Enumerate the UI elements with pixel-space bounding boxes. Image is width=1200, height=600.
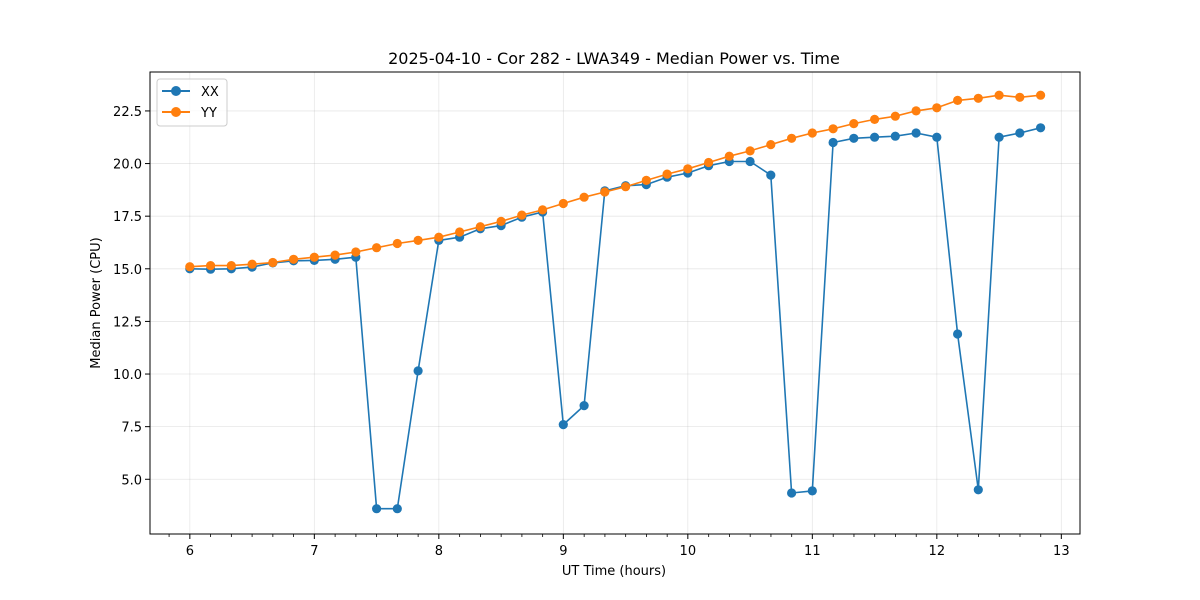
x-tick-label: 9 xyxy=(559,544,567,559)
x-tick-label: 7 xyxy=(310,544,318,559)
data-point-yy xyxy=(392,238,402,249)
data-point-xx xyxy=(828,137,838,148)
x-tick-label: 13 xyxy=(1053,544,1070,559)
data-point-xx xyxy=(807,486,817,496)
data-point-yy xyxy=(662,169,672,179)
data-point-yy xyxy=(206,261,216,271)
data-point-xx xyxy=(558,420,568,430)
data-point-xx xyxy=(932,132,942,142)
data-point-yy xyxy=(787,133,797,143)
data-point-xx xyxy=(973,485,983,495)
chart-title: 2025-04-10 - Cor 282 - LWA349 - Median P… xyxy=(388,49,840,68)
data-point-xx xyxy=(849,133,859,143)
data-point-yy xyxy=(579,192,589,202)
plot-frame xyxy=(149,71,1081,535)
x-tick-label: 6 xyxy=(186,544,194,559)
data-point-yy xyxy=(372,243,382,253)
data-point-yy xyxy=(558,198,568,209)
data-point-xx xyxy=(870,132,880,142)
data-point-xx xyxy=(890,131,900,141)
data-point-yy xyxy=(870,114,880,124)
series-layer xyxy=(185,90,1046,514)
data-point-yy xyxy=(932,103,942,113)
data-point-xx xyxy=(1036,123,1046,133)
data-point-xx xyxy=(953,329,963,339)
grid xyxy=(150,72,1080,534)
data-point-yy xyxy=(683,164,693,174)
x-axis: 6 7 8 9 10 11 12 13 xyxy=(168,534,1070,559)
data-point-yy xyxy=(745,146,755,156)
y-axis-label: Median Power (CPU) xyxy=(89,237,104,368)
data-point-yy xyxy=(973,93,983,103)
y-tick-label: 5.0 xyxy=(121,473,142,488)
x-tick-label: 11 xyxy=(804,544,821,559)
data-point-yy xyxy=(185,262,195,272)
data-point-xx xyxy=(787,488,797,498)
data-point-yy xyxy=(890,111,900,121)
legend-label-xx: XX xyxy=(201,85,219,100)
data-point-xx xyxy=(911,128,921,138)
data-point-xx xyxy=(372,504,382,514)
data-point-yy xyxy=(1015,92,1025,102)
y-tick-label: 7.5 xyxy=(121,421,142,436)
x-tick-label: 10 xyxy=(680,544,697,559)
data-point-yy xyxy=(766,140,776,150)
data-point-yy xyxy=(247,259,257,269)
data-point-yy xyxy=(994,90,1004,100)
data-point-yy xyxy=(828,124,838,134)
data-point-xx xyxy=(392,504,402,514)
data-point-yy xyxy=(704,157,714,168)
data-point-yy xyxy=(289,254,299,264)
data-point-yy xyxy=(724,151,734,161)
y-tick-label: 10.0 xyxy=(113,368,142,383)
data-point-yy xyxy=(538,205,548,215)
data-point-yy xyxy=(434,232,444,242)
x-axis-label: UT Time (hours) xyxy=(562,564,666,579)
data-point-yy xyxy=(268,257,278,268)
data-point-yy xyxy=(1036,90,1046,100)
data-point-yy xyxy=(600,187,610,197)
data-point-xx xyxy=(766,170,776,180)
data-point-yy xyxy=(496,216,506,226)
data-point-yy xyxy=(309,252,319,262)
legend-marker-xx xyxy=(171,86,181,96)
y-tick-label: 17.5 xyxy=(113,210,142,225)
data-point-yy xyxy=(807,128,817,138)
data-point-yy xyxy=(455,227,465,237)
y-tick-label: 15.0 xyxy=(113,263,142,278)
data-point-yy xyxy=(517,210,527,220)
data-point-xx xyxy=(1015,128,1025,138)
data-point-yy xyxy=(849,119,859,129)
legend-marker-yy xyxy=(171,107,181,117)
data-point-yy xyxy=(413,235,423,245)
data-point-xx xyxy=(745,156,755,167)
data-point-yy xyxy=(330,250,340,260)
data-point-yy xyxy=(641,175,651,185)
data-point-xx xyxy=(413,366,423,376)
data-point-yy xyxy=(621,182,631,192)
y-tick-label: 22.5 xyxy=(113,105,142,120)
data-point-yy xyxy=(351,247,361,257)
data-point-yy xyxy=(953,95,963,105)
data-point-yy xyxy=(226,261,236,271)
y-tick-label: 20.0 xyxy=(113,158,142,173)
legend: XX YY xyxy=(156,78,228,127)
data-point-xx xyxy=(994,132,1004,142)
data-point-yy xyxy=(475,222,485,232)
legend-label-yy: YY xyxy=(200,106,217,121)
y-axis: 5.0 7.5 10.0 12.5 15.0 17.5 20.0 22.5 xyxy=(113,105,150,488)
data-point-xx xyxy=(579,401,589,411)
data-point-yy xyxy=(911,106,921,116)
x-tick-label: 12 xyxy=(929,544,946,559)
y-tick-label: 12.5 xyxy=(113,315,142,330)
x-tick-label: 8 xyxy=(435,544,443,559)
